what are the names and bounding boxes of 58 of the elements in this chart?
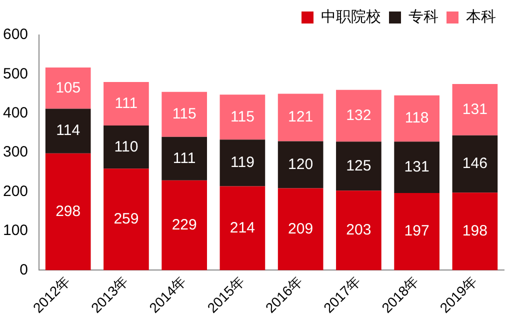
data-label: 298	[56, 202, 81, 220]
data-label: 197	[404, 222, 430, 240]
bar	[45, 108, 91, 154]
bar	[45, 68, 91, 109]
y-tick-label: 500	[2, 65, 28, 82]
bar	[162, 136, 207, 180]
bar	[278, 188, 324, 270]
data-label: 110	[114, 138, 138, 156]
legend-label: 中职院校	[321, 8, 381, 26]
data-label: 209	[288, 220, 314, 238]
bar	[104, 126, 149, 169]
bar	[452, 84, 498, 136]
bar	[336, 142, 382, 191]
data-label: 203	[346, 222, 372, 239]
bar	[452, 135, 498, 193]
bar	[278, 94, 324, 142]
data-label: 259	[114, 210, 139, 228]
legend-label: 本科	[466, 8, 496, 26]
data-label: 214	[230, 219, 255, 236]
y-tick-label: 300	[2, 144, 28, 161]
bar	[220, 186, 266, 270]
data-label: 125	[346, 157, 372, 174]
data-label: 115	[172, 106, 196, 123]
data-label: 132	[346, 106, 372, 124]
bar	[394, 142, 440, 193]
legend-label: 专科	[408, 8, 438, 26]
data-label: 131	[462, 100, 488, 118]
y-tick-label: 100	[2, 222, 28, 240]
bar	[220, 94, 266, 140]
data-label: 229	[172, 216, 197, 234]
data-label: 111	[114, 94, 138, 112]
y-tick-label: 200	[2, 182, 28, 200]
y-tick-label: 600	[2, 26, 28, 44]
data-label: 146	[462, 155, 488, 172]
data-label: 131	[404, 158, 430, 176]
data-label: 114	[56, 122, 80, 140]
data-label: 111	[172, 150, 196, 167]
bar	[45, 153, 91, 270]
bar	[162, 92, 207, 137]
bar	[394, 192, 440, 270]
bar	[220, 140, 266, 186]
data-label: 119	[230, 154, 254, 172]
bar	[104, 168, 149, 270]
bar	[336, 190, 382, 270]
bar	[162, 180, 207, 270]
y-tick-label: 0	[20, 261, 28, 278]
bar	[394, 95, 440, 142]
y-tick-label: 400	[2, 104, 28, 122]
data-label: 118	[404, 110, 429, 127]
data-label: 121	[288, 108, 314, 126]
data-label: 120	[288, 156, 314, 173]
bar	[452, 192, 498, 270]
data-label: 198	[462, 222, 488, 240]
bar	[336, 90, 382, 142]
bar	[278, 141, 324, 188]
bar	[104, 82, 149, 126]
data-label: 115	[230, 108, 254, 126]
data-label: 105	[56, 79, 81, 96]
